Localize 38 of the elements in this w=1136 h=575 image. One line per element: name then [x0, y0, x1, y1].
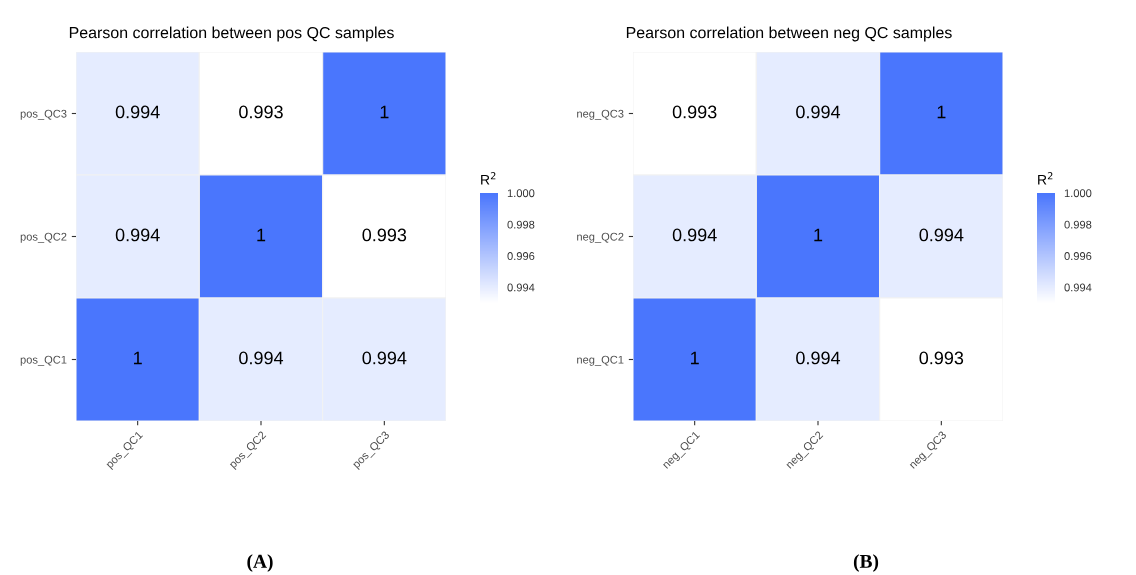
data-label: 1: [134, 351, 142, 365]
color-bar-label: 0.996: [1064, 252, 1092, 260]
text: (A): [247, 554, 273, 572]
color-bar-title: R$^{2}$: [1038, 172, 1053, 185]
color-bar-label: 0.998: [1064, 220, 1092, 229]
color-bar-label: 0.996: [507, 252, 535, 260]
color-bar-label: 1.000: [507, 189, 535, 198]
y-tick-label: neg_QC2: [577, 232, 624, 243]
color-bar-label: 0.994: [507, 283, 535, 292]
text: (B): [853, 554, 879, 572]
color-bar-title: R$^{2}$: [481, 172, 496, 185]
data-label: 0.994: [239, 351, 284, 365]
y-tick-label: neg_QC1: [577, 355, 624, 366]
color-bar-label: 0.998: [507, 220, 535, 229]
data-label: 0.994: [919, 228, 964, 242]
chart-title: Pearson correlation between neg QC samples: [626, 26, 952, 42]
y-tick-label: pos_QC3: [20, 109, 67, 120]
chart-title: Pearson correlation between pos QC samples: [69, 26, 394, 42]
data-label: 0.994: [672, 228, 717, 242]
y-tick-label: pos_QC1: [20, 355, 67, 366]
data-label: 1: [257, 228, 266, 242]
data-label: 0.994: [796, 351, 841, 365]
data-label: 0.994: [115, 105, 160, 119]
y-tick-label: neg_QC3: [577, 109, 624, 120]
data-label: 0.993: [362, 228, 407, 242]
color-bar-label: 1.000: [1064, 189, 1092, 198]
data-label: 0.994: [362, 351, 407, 365]
data-label: 1: [380, 105, 389, 119]
color-bar-label: 0.994: [1064, 283, 1092, 292]
data-label: 0.993: [239, 105, 283, 119]
data-label: 1: [937, 105, 946, 119]
data-label: 0.993: [919, 351, 964, 365]
data-label: 0.994: [115, 228, 160, 242]
data-label: 1: [691, 351, 699, 365]
data-label: 0.994: [796, 105, 841, 119]
data-label: 1: [814, 228, 823, 242]
y-tick-label: pos_QC2: [20, 232, 67, 243]
data-label: 0.993: [672, 105, 717, 119]
